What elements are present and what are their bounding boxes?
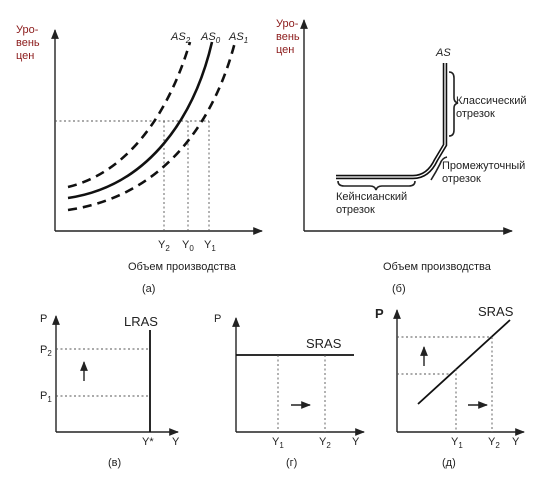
panel-d: P Y SRAS Y1 Y2 (д): [375, 304, 525, 469]
panel-b-as-label: AS: [435, 47, 451, 59]
panel-v-x-axis-label: Y: [172, 436, 180, 448]
panel-d-sras-line: [417, 319, 511, 405]
panel-v-lras-label: LRAS: [124, 314, 158, 329]
panel-b-classic-brace: [448, 71, 459, 137]
panel-b-ylabel-1: Уро-: [276, 18, 299, 30]
panel-b-mid-brace: [430, 156, 448, 181]
panel-a-xlabel: Объем производства: [128, 261, 237, 273]
panel-a-as2-curve: [67, 41, 192, 189]
panel-b-mid-label-2: отрезок: [442, 173, 481, 185]
panel-g-sras-label: SRAS: [306, 336, 342, 351]
panel-g-caption: (г): [286, 457, 297, 469]
panel-a-as0-curve: [67, 41, 214, 200]
panel-d-caption: (д): [442, 457, 456, 469]
panel-b-caption: (б): [392, 283, 406, 295]
panel-b-classic-label-2: отрезок: [456, 108, 495, 120]
panel-g: P Y SRAS Y1 Y2 (г): [214, 313, 365, 469]
panel-a-ylabel-2: вень: [16, 37, 40, 49]
panel-a-as1-curve: [67, 41, 237, 212]
panel-b-xlabel: Объем производства: [383, 261, 492, 273]
panel-a-tick-y1: Y1: [204, 239, 216, 253]
panel-b-mid-label-1: Промежуточный: [442, 160, 525, 172]
panel-a-tick-y2: Y2: [158, 239, 170, 253]
panel-a-caption: (а): [142, 283, 155, 295]
panel-v-y-axis-label: P: [40, 313, 47, 325]
panel-b-as-curve: [336, 63, 448, 180]
panel-d-x-axis-label: Y: [512, 436, 520, 448]
panel-a-as2-label: AS2: [170, 31, 191, 45]
panel-d-y-axis-label: P: [375, 306, 384, 321]
panel-g-y2-label: Y2: [319, 436, 331, 450]
panel-b-ylabel-2: вень: [276, 31, 300, 43]
panel-b-keynes-label-1: Кейнсианский: [336, 191, 407, 203]
panel-a-ylabel-1: Уро-: [16, 24, 39, 36]
panel-v-p2-label: P2: [40, 344, 52, 358]
panel-g-x-axis-label: Y: [352, 436, 360, 448]
panel-a: Уро- вень цен AS2 AS0 AS1 Y2 Y0 Y1 Объем…: [16, 24, 263, 295]
panel-b-keynes-label-2: отрезок: [336, 204, 375, 216]
panel-d-y1-label: Y1: [451, 436, 463, 450]
panel-v: P Y LRAS P2 P1 Y* (в): [40, 313, 180, 469]
panel-b: Уро- вень цен AS Классический отрезок Пр…: [276, 18, 527, 295]
panel-g-y1-label: Y1: [272, 436, 284, 450]
panel-d-y2-label: Y2: [488, 436, 500, 450]
panel-b-classic-label-1: Классический: [456, 95, 527, 107]
panel-v-caption: (в): [108, 457, 121, 469]
panel-v-ystar-label: Y*: [142, 436, 154, 448]
panel-b-keynes-brace: [337, 180, 416, 191]
panel-a-tick-y0: Y0: [182, 239, 194, 253]
panel-g-y-axis-label: P: [214, 313, 221, 325]
panel-d-sras-label: SRAS: [478, 304, 514, 319]
panel-a-ylabel-3: цен: [16, 50, 34, 62]
panel-b-as-curve-inner: [336, 63, 446, 178]
panel-a-as0-label: AS0: [200, 31, 221, 45]
panel-a-as1-label: AS1: [228, 31, 248, 45]
panel-v-p1-label: P1: [40, 390, 52, 404]
panel-b-ylabel-3: цен: [276, 44, 294, 56]
